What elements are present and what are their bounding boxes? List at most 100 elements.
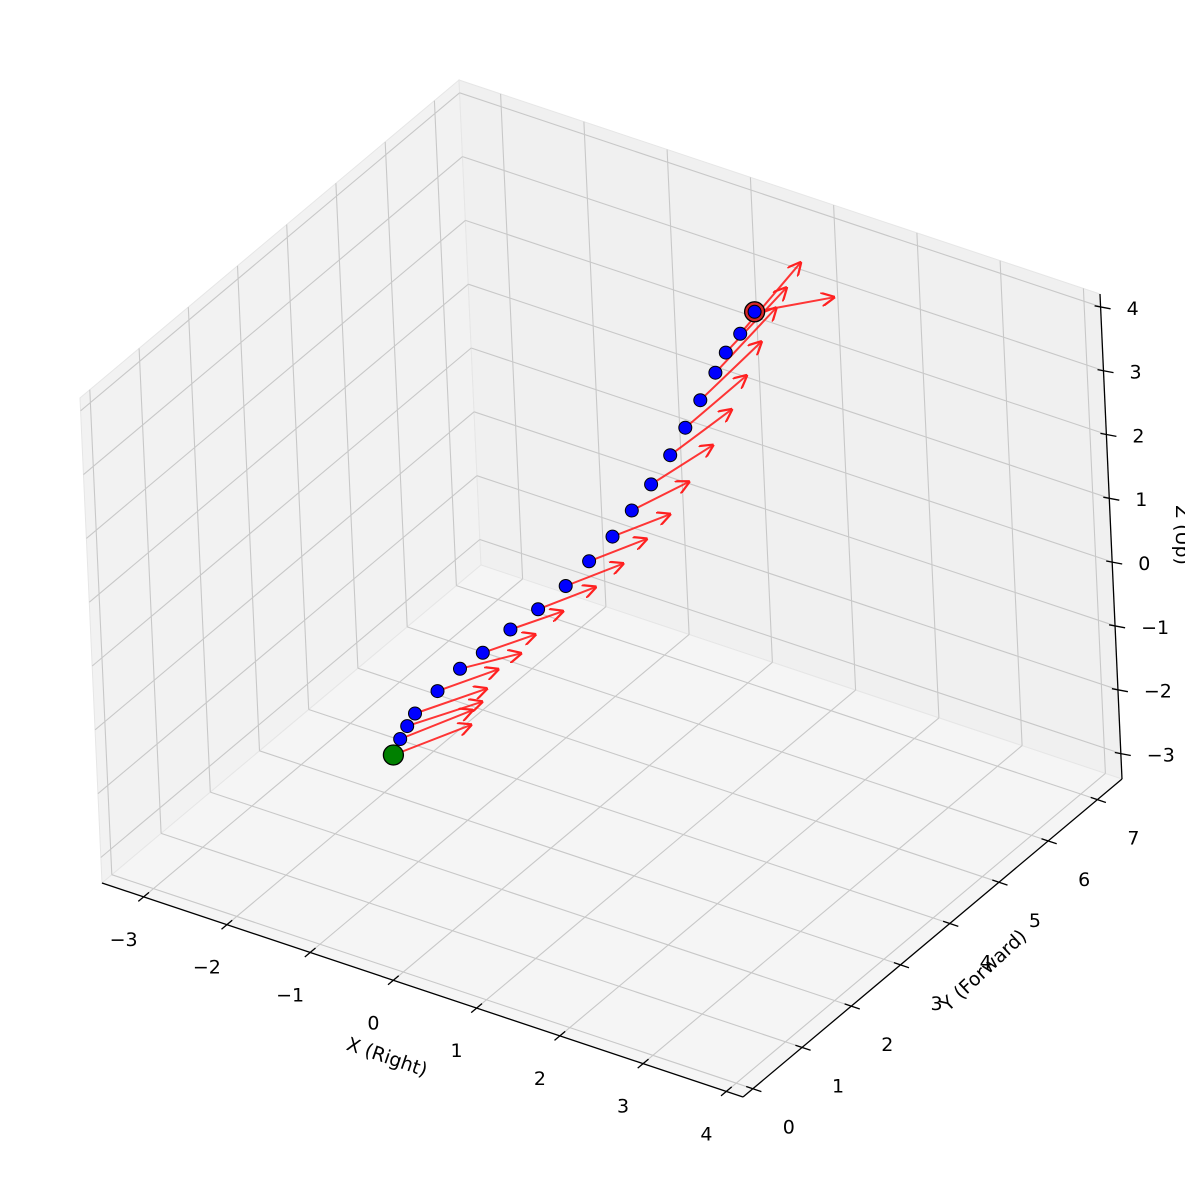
grid-line-x-back bbox=[1082, 288, 1106, 774]
grid-line-y-floor bbox=[111, 874, 753, 1090]
grid-line-z-left bbox=[88, 283, 469, 603]
grid-line-z-back bbox=[471, 347, 1113, 563]
direction-vector bbox=[437, 669, 499, 693]
direction-vector bbox=[537, 587, 595, 611]
y-tick bbox=[1090, 796, 1107, 804]
z-tick bbox=[1094, 305, 1111, 310]
direction-vector bbox=[406, 702, 482, 728]
x-tick-label: −2 bbox=[193, 957, 221, 979]
y-tick bbox=[992, 879, 1008, 886]
axis-panes bbox=[79, 78, 1124, 1098]
grid-line-x-floor bbox=[309, 634, 690, 953]
y-tick bbox=[1041, 838, 1057, 845]
grid-line-z-back bbox=[473, 411, 1116, 627]
z-tick bbox=[1100, 432, 1117, 438]
x-tick-label: 3 bbox=[617, 1096, 629, 1118]
x-tick bbox=[554, 1030, 566, 1041]
trajectory-point bbox=[558, 579, 573, 593]
x-tick-label: 4 bbox=[700, 1123, 712, 1145]
trajectory-point bbox=[400, 719, 415, 734]
grid-line-z-left bbox=[94, 411, 475, 731]
tick-labels: −3 −2 −1 0 1 2 3 4 0 1 2 3 4 5 6 7 −3 −2 −1 0 1 2 3 4 bbox=[110, 298, 1175, 1146]
grid-line-z-left bbox=[80, 92, 460, 412]
grid-line-z-back bbox=[476, 475, 1119, 691]
trajectory-point bbox=[408, 706, 422, 721]
grid-line-z-back bbox=[462, 156, 1104, 372]
direction-vector bbox=[399, 710, 472, 740]
z-tick-label: −3 bbox=[1147, 745, 1175, 767]
direction-vector bbox=[612, 514, 670, 538]
y-tick-label: 7 bbox=[1127, 828, 1139, 850]
grid-line-y-floor bbox=[259, 750, 901, 966]
trajectory-point bbox=[531, 602, 546, 617]
z-axis-line bbox=[1099, 293, 1123, 780]
y-tick-label: 4 bbox=[980, 952, 992, 974]
grid-line-y-left bbox=[89, 389, 113, 875]
trajectory-point bbox=[678, 420, 693, 435]
grid-line-x-back bbox=[749, 177, 773, 663]
trajectory-point bbox=[663, 448, 678, 463]
x-tick-label: 1 bbox=[451, 1040, 463, 1062]
y-tick-label: 5 bbox=[1029, 910, 1041, 932]
grid-line-y-left bbox=[187, 307, 211, 793]
grid-line-x-floor bbox=[559, 717, 940, 1037]
direction-vector bbox=[414, 689, 487, 715]
axis-lines bbox=[101, 293, 1123, 1098]
direction-vector bbox=[754, 297, 834, 313]
direction-vector bbox=[565, 564, 623, 587]
y-tick-label: 6 bbox=[1078, 869, 1090, 891]
y-tick bbox=[745, 1085, 762, 1093]
direction-vector bbox=[588, 539, 646, 563]
z-tick bbox=[1097, 368, 1114, 374]
grid-line-z-left bbox=[100, 539, 481, 858]
y-axis-label: Y (Forward) bbox=[936, 925, 1031, 1016]
grid-line-x-back bbox=[999, 260, 1023, 746]
z-axis-label: Z (Up) bbox=[1171, 505, 1185, 565]
grid-line-x-back bbox=[833, 205, 857, 691]
grid-line-x-back bbox=[500, 93, 524, 579]
direction-vector bbox=[714, 308, 776, 374]
x-axis-label: X (Right) bbox=[344, 1033, 431, 1081]
grid-line-x-floor bbox=[226, 606, 607, 926]
z-tick-label: 4 bbox=[1127, 298, 1139, 320]
x-tick-label: 0 bbox=[367, 1012, 379, 1034]
grid-line-x-back bbox=[583, 121, 607, 607]
trajectory-point bbox=[453, 661, 467, 676]
grid-line-y-floor bbox=[160, 832, 803, 1048]
grid-line-z-left bbox=[97, 475, 478, 795]
y-tick bbox=[942, 920, 959, 928]
y-tick-label: 0 bbox=[783, 1117, 795, 1139]
y-tick bbox=[893, 961, 910, 969]
x-tick-label: 2 bbox=[534, 1068, 546, 1090]
trajectory-point bbox=[503, 622, 518, 637]
x-tick bbox=[720, 1086, 733, 1097]
grid-line-x-back bbox=[916, 232, 940, 718]
grid-line-y-floor bbox=[308, 708, 950, 925]
x-tick bbox=[304, 947, 316, 958]
direction-vector bbox=[482, 635, 535, 654]
x-axis-line bbox=[101, 882, 744, 1098]
z-tick-label: 0 bbox=[1138, 553, 1150, 575]
trajectory-point bbox=[582, 554, 597, 569]
grid-line-x-floor bbox=[393, 661, 773, 981]
grid-line-x-floor bbox=[642, 745, 1023, 1065]
direction-vector bbox=[510, 611, 562, 631]
trajectory-point bbox=[708, 365, 723, 380]
direction-vector bbox=[669, 410, 731, 457]
grid-line-z-back bbox=[459, 92, 1101, 308]
x-tick-label: −1 bbox=[276, 985, 304, 1007]
x-tick-label: −3 bbox=[110, 929, 138, 951]
grid-line-y-left bbox=[433, 100, 457, 586]
z-tick bbox=[1111, 688, 1129, 693]
x-tick bbox=[221, 919, 233, 930]
direction-vector bbox=[699, 342, 761, 401]
start-marker bbox=[382, 744, 405, 766]
grid-line-y-left bbox=[335, 183, 359, 669]
trajectory-point bbox=[644, 477, 659, 492]
direction-vector bbox=[739, 263, 800, 335]
z-tick-label: 1 bbox=[1135, 489, 1147, 511]
y-tick-label: 3 bbox=[930, 993, 942, 1015]
z-tick-label: −2 bbox=[1144, 681, 1172, 703]
end-trajectory-point bbox=[747, 304, 762, 319]
